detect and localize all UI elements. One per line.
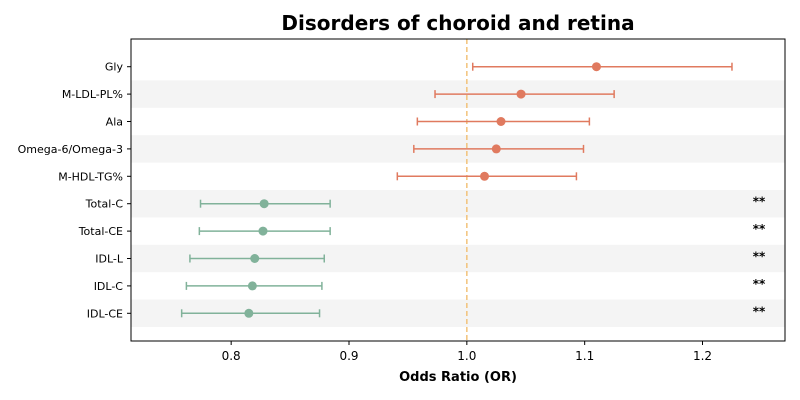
point-estimate xyxy=(480,171,490,181)
significance-marker: ** xyxy=(753,222,766,236)
significance-marker: ** xyxy=(753,277,766,291)
category-label: Total-CE xyxy=(78,225,123,238)
point-estimate xyxy=(244,308,254,318)
x-tick-label: 0.9 xyxy=(339,349,358,363)
data-marks xyxy=(180,62,733,318)
category-label: Total-C xyxy=(85,198,124,211)
x-tick-label: 0.8 xyxy=(222,349,241,363)
category-label: IDL-CE xyxy=(87,307,123,320)
plot-frame xyxy=(130,38,786,342)
category-label: M-LDL-PL% xyxy=(62,88,123,101)
point-estimate xyxy=(250,254,260,263)
point-estimate xyxy=(491,144,501,154)
category-label: M-HDL-TG% xyxy=(58,170,123,183)
point-estimate xyxy=(258,226,268,236)
x-tick-label: 1.1 xyxy=(575,349,594,363)
significance-marker: ** xyxy=(753,195,766,209)
point-estimate xyxy=(496,117,506,126)
significance-markers: ** ** ** ** ** xyxy=(753,195,766,319)
category-label: Gly xyxy=(105,61,124,74)
category-label: IDL-L xyxy=(95,253,124,266)
point-estimate xyxy=(247,281,257,291)
x-tick-label: 1.0 xyxy=(457,349,476,363)
significance-marker: ** xyxy=(753,304,766,318)
category-labels: Gly M-LDL-PL% Ala Omega-6/Omega-3 M-HDL-TG% T… xyxy=(18,61,131,320)
point-estimate xyxy=(591,62,601,72)
chart-title: Disorders of choroid and retina xyxy=(281,11,634,35)
x-tick-label: 1.2 xyxy=(693,349,712,363)
category-label: Ala xyxy=(106,116,123,129)
point-estimate xyxy=(259,199,269,209)
x-axis-label: Odds Ratio (OR) xyxy=(399,370,517,385)
category-label: Omega-6/Omega-3 xyxy=(18,143,123,156)
category-label: IDL-C xyxy=(94,280,124,293)
point-estimate xyxy=(516,89,526,99)
x-axis: 0.8 0.9 1.0 1.1 1.2 xyxy=(222,341,712,363)
significance-marker: ** xyxy=(753,250,766,264)
